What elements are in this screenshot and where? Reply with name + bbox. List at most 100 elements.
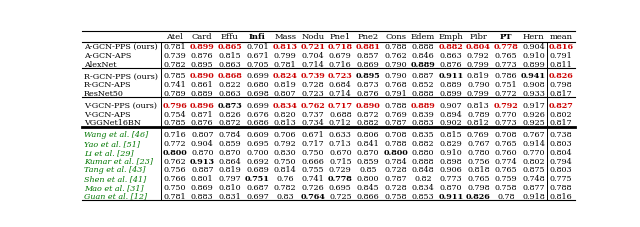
- Text: Guan et al. [12]: Guan et al. [12]: [84, 192, 147, 200]
- Text: Mao et al. [31]: Mao et al. [31]: [84, 183, 143, 191]
- Text: 0.796: 0.796: [163, 101, 187, 109]
- Text: 0.904: 0.904: [522, 43, 545, 51]
- Text: A-GCN-PPS (ours): A-GCN-PPS (ours): [84, 43, 157, 51]
- Text: 0.772: 0.772: [495, 90, 517, 98]
- Text: 0.798: 0.798: [550, 81, 573, 89]
- Text: 0.863: 0.863: [218, 90, 241, 98]
- Text: 0.799: 0.799: [467, 60, 490, 68]
- Text: 0.708: 0.708: [384, 131, 407, 139]
- Text: 0.941: 0.941: [521, 72, 546, 80]
- Text: 0.804: 0.804: [466, 43, 491, 51]
- Text: 0.797: 0.797: [219, 174, 241, 183]
- Text: 0.755: 0.755: [301, 166, 324, 174]
- Text: 0.799: 0.799: [467, 90, 490, 98]
- Text: 0.834: 0.834: [273, 101, 298, 109]
- Text: 0.714: 0.714: [329, 90, 352, 98]
- Text: 0.800: 0.800: [163, 148, 187, 156]
- Text: Yao et al. [51]: Yao et al. [51]: [84, 139, 140, 147]
- Text: 0.863: 0.863: [218, 60, 241, 68]
- Text: 0.679: 0.679: [329, 52, 352, 59]
- Text: 0.715: 0.715: [329, 157, 351, 165]
- Text: 0.871: 0.871: [191, 110, 214, 118]
- Text: 0.789: 0.789: [163, 90, 186, 98]
- Text: 0.882: 0.882: [356, 119, 380, 127]
- Text: 0.800: 0.800: [383, 148, 408, 156]
- Text: 0.698: 0.698: [246, 90, 269, 98]
- Text: 0.910: 0.910: [440, 148, 462, 156]
- Text: 0.695: 0.695: [246, 139, 269, 147]
- Text: 0.748: 0.748: [522, 174, 545, 183]
- Text: 0.701: 0.701: [246, 43, 269, 51]
- Text: 0.714: 0.714: [301, 60, 324, 68]
- Text: 0.803: 0.803: [550, 166, 573, 174]
- Text: 0.784: 0.784: [384, 157, 407, 165]
- Text: 0.787: 0.787: [384, 174, 407, 183]
- Text: 0.767: 0.767: [467, 139, 490, 147]
- Text: 0.848: 0.848: [412, 166, 435, 174]
- Text: 0.810: 0.810: [219, 183, 241, 191]
- Text: 0.708: 0.708: [495, 131, 517, 139]
- Text: Card: Card: [192, 33, 212, 41]
- Text: 0.911: 0.911: [438, 72, 463, 80]
- Text: 0.902: 0.902: [440, 119, 462, 127]
- Text: 0.786: 0.786: [495, 72, 517, 80]
- Text: 0.852: 0.852: [412, 81, 435, 89]
- Text: Pne1: Pne1: [330, 33, 351, 41]
- Text: 0.826: 0.826: [549, 72, 573, 80]
- Text: 0.717: 0.717: [328, 101, 353, 109]
- Text: 0.877: 0.877: [522, 183, 545, 191]
- Text: 0.813: 0.813: [273, 43, 298, 51]
- Text: 0.712: 0.712: [329, 119, 352, 127]
- Text: Effu: Effu: [221, 33, 239, 41]
- Text: 0.872: 0.872: [356, 110, 380, 118]
- Text: 0.686: 0.686: [246, 119, 269, 127]
- Text: 0.765: 0.765: [495, 139, 517, 147]
- Text: 0.829: 0.829: [440, 139, 462, 147]
- Text: 0.741: 0.741: [163, 81, 186, 89]
- Text: 0.666: 0.666: [301, 157, 324, 165]
- Text: 0.804: 0.804: [550, 148, 573, 156]
- Text: 0.790: 0.790: [384, 60, 407, 68]
- Text: 0.723: 0.723: [328, 72, 353, 80]
- Text: 0.815: 0.815: [440, 131, 462, 139]
- Text: Emph: Emph: [438, 33, 463, 41]
- Text: 0.926: 0.926: [522, 110, 545, 118]
- Text: 0.705: 0.705: [246, 60, 269, 68]
- Text: A-GCN-APS: A-GCN-APS: [84, 52, 131, 59]
- Text: 0.718: 0.718: [328, 43, 353, 51]
- Text: 0.750: 0.750: [301, 148, 324, 156]
- Text: 0.904: 0.904: [191, 139, 214, 147]
- Text: 0.728: 0.728: [384, 183, 407, 191]
- Text: 0.841: 0.841: [356, 139, 380, 147]
- Text: 0.888: 0.888: [412, 43, 435, 51]
- Text: 0.765: 0.765: [467, 174, 490, 183]
- Text: 0.778: 0.778: [328, 174, 353, 183]
- Text: Wang et al. [46]: Wang et al. [46]: [84, 131, 148, 139]
- Text: 0.787: 0.787: [384, 119, 407, 127]
- Text: 0.790: 0.790: [467, 81, 490, 89]
- Text: 0.869: 0.869: [191, 183, 214, 191]
- Text: 0.822: 0.822: [218, 81, 241, 89]
- Text: 0.767: 0.767: [522, 131, 545, 139]
- Text: 0.846: 0.846: [412, 52, 435, 59]
- Text: 0.812: 0.812: [467, 119, 490, 127]
- Text: 0.811: 0.811: [550, 60, 573, 68]
- Text: 0.791: 0.791: [550, 52, 573, 59]
- Text: 0.751: 0.751: [495, 81, 517, 89]
- Text: 0.887: 0.887: [412, 72, 435, 80]
- Text: 0.880: 0.880: [412, 148, 435, 156]
- Text: 0.726: 0.726: [301, 183, 324, 191]
- Text: 0.728: 0.728: [384, 166, 407, 174]
- Text: 0.882: 0.882: [412, 139, 435, 147]
- Text: 0.706: 0.706: [274, 131, 296, 139]
- Text: 0.769: 0.769: [467, 131, 490, 139]
- Text: 0.861: 0.861: [191, 81, 214, 89]
- Text: 0.883: 0.883: [412, 119, 435, 127]
- Text: 0.782: 0.782: [163, 60, 186, 68]
- Text: 0.78: 0.78: [497, 192, 515, 200]
- Text: 0.910: 0.910: [522, 52, 545, 59]
- Text: 0.750: 0.750: [163, 183, 186, 191]
- Text: 0.834: 0.834: [412, 183, 435, 191]
- Text: 0.876: 0.876: [191, 119, 214, 127]
- Text: 0.815: 0.815: [219, 52, 241, 59]
